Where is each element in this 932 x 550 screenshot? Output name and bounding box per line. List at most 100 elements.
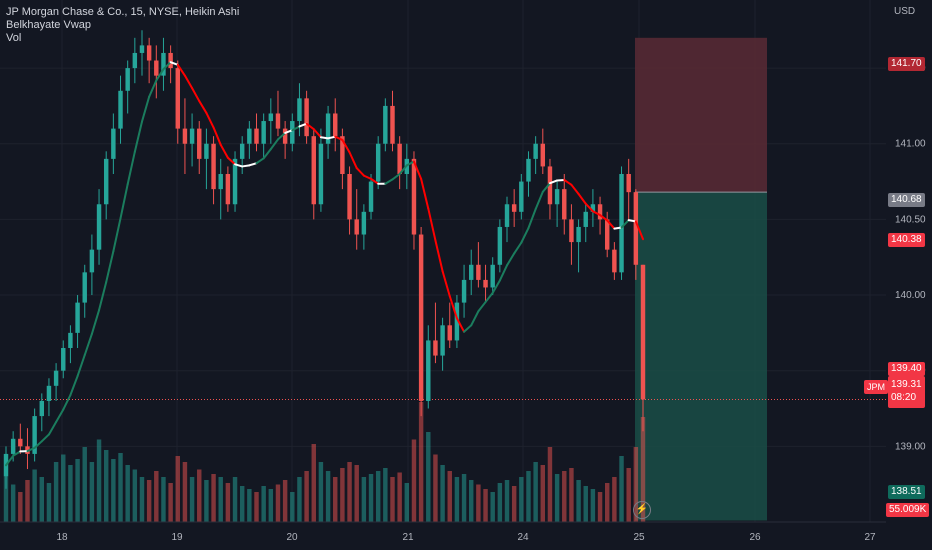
vwap-segment [262, 148, 272, 160]
candle-body [583, 211, 588, 227]
candle-body [533, 143, 538, 159]
volume-bar [554, 474, 560, 522]
volume-bar [282, 480, 288, 522]
volume-bar [340, 468, 345, 522]
vwap-segment [269, 138, 279, 151]
candle [490, 257, 495, 296]
candle [197, 121, 202, 174]
candle [311, 128, 316, 220]
candle-body [96, 204, 102, 250]
vwap-segment [563, 178, 573, 186]
candle [39, 393, 45, 432]
volume-bar [533, 462, 538, 522]
candle [32, 408, 37, 462]
vwap-segment [355, 167, 365, 177]
candle [275, 90, 281, 137]
candle [454, 295, 460, 348]
candle [211, 136, 216, 205]
vwap-segment [606, 219, 616, 230]
candle [290, 113, 295, 152]
vwap-segment [441, 270, 451, 298]
volume-bar [175, 456, 180, 522]
y-tick-label: 140.00 [895, 290, 926, 301]
candle-body [347, 174, 352, 220]
vwap-segment [362, 174, 373, 180]
vwap-segment [477, 301, 487, 313]
currency-label[interactable]: USD [894, 6, 916, 17]
candle-body [61, 348, 66, 371]
candle [569, 204, 574, 265]
candle [418, 226, 424, 417]
stop-price-tag: 141.70 [888, 57, 925, 71]
candle [75, 295, 80, 348]
candle-body [633, 192, 639, 265]
candle-body [604, 219, 610, 250]
volume-bar [75, 459, 80, 522]
volume-bar [490, 492, 495, 522]
volume-bar [290, 492, 295, 522]
volume-bar [61, 454, 66, 522]
candle-body [118, 90, 123, 129]
vwap-segment [398, 164, 408, 175]
candle [368, 174, 374, 220]
symbol-title[interactable]: JP Morgan Chase & Co., 15, NYSE, Heikin … [6, 6, 240, 18]
volume-label[interactable]: Vol [6, 32, 22, 44]
volume-bar [433, 454, 438, 522]
volume-bar [68, 465, 73, 522]
current-price-tag: 139.31 08:20 [888, 376, 925, 408]
volume-bar [161, 477, 166, 522]
candle-body [168, 52, 173, 69]
vwap-segment [133, 120, 143, 153]
candle-body [218, 174, 223, 190]
candle [333, 98, 338, 152]
candle-body [483, 279, 488, 288]
candle-body [390, 105, 395, 144]
candle [426, 325, 431, 409]
candle-body [275, 113, 281, 129]
volume-bar [118, 453, 123, 522]
prev-price-tag: 139.40 [888, 362, 925, 376]
volume-bar [590, 489, 596, 522]
volume-bar [304, 471, 309, 522]
vwap-segment [191, 87, 201, 103]
candle [411, 151, 417, 250]
volume-bar [125, 465, 130, 522]
candle-body [340, 136, 345, 174]
vwap-segment [162, 61, 172, 71]
position-zones [0, 37, 886, 521]
volume-bar [132, 469, 138, 522]
volume-bar [476, 484, 481, 522]
candle [547, 158, 553, 220]
vwap-segment [370, 177, 380, 185]
candle-body [440, 325, 445, 356]
volume-bar [268, 489, 274, 522]
volume-bar [111, 459, 116, 522]
volume-bar [53, 462, 59, 522]
candle [282, 121, 288, 159]
candle [626, 158, 631, 220]
vwap-segment [148, 79, 158, 98]
vwap-segment [219, 143, 229, 159]
candle [96, 189, 102, 265]
volume-bar [411, 439, 417, 522]
indicator-label[interactable]: Belkhayate Vwap [6, 19, 91, 31]
candle [511, 189, 517, 227]
candle [146, 37, 152, 84]
candle [340, 128, 345, 190]
candle-body [175, 68, 180, 129]
candle [562, 174, 567, 235]
volume-bar [154, 471, 159, 522]
candle-body [204, 143, 209, 159]
lightning-icon[interactable]: ⚡ [633, 501, 651, 519]
vwap-segment [140, 95, 151, 123]
candle-body [261, 121, 266, 144]
vwap-segment [119, 183, 129, 220]
stop-loss-zone[interactable] [635, 37, 767, 193]
candle-body [325, 113, 331, 144]
volume-bar [232, 477, 238, 522]
candle-body [576, 226, 581, 243]
candle-body [282, 128, 288, 144]
take-profit-zone[interactable] [635, 192, 767, 521]
vwap-segment [570, 183, 580, 195]
